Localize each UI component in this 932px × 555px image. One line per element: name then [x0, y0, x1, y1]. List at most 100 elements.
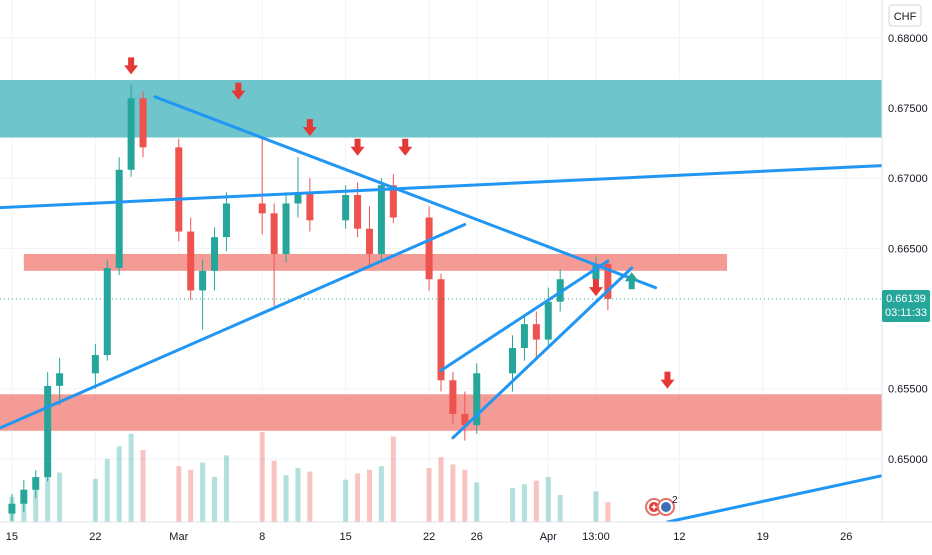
volume-bar [378, 466, 384, 522]
volume-bar [355, 473, 361, 522]
candle-body [306, 192, 314, 221]
currency-label: CHF [894, 11, 917, 23]
price-tick-label: 0.67000 [888, 173, 928, 185]
candle-body [91, 355, 99, 374]
trendline [153, 95, 658, 290]
volume-bar [212, 477, 218, 522]
current-price-value: 0.66139 [886, 293, 926, 305]
candle-body [425, 217, 433, 280]
current-price-tag: 0.66139 03:11:33 [882, 290, 930, 323]
candle-body [473, 373, 481, 426]
volume-bar [438, 457, 444, 522]
resistance-zone [0, 79, 882, 138]
candle-body [139, 98, 147, 148]
volume-bar [462, 469, 468, 522]
candle-body [56, 373, 64, 386]
arrow-down-icon [660, 371, 675, 389]
volume-bar [366, 469, 372, 522]
candle-body [175, 147, 183, 232]
time-tick-label: 12 [673, 531, 685, 543]
bar-countdown: 03:11:33 [885, 307, 927, 319]
volume-bar [474, 482, 480, 522]
volume-bar [271, 460, 277, 522]
trendline [665, 474, 884, 524]
current-price-tag-bg [882, 290, 930, 323]
volume-bar [533, 480, 539, 522]
time-tick-label: 26 [471, 531, 483, 543]
candles [8, 84, 612, 521]
volume-bar [92, 478, 98, 522]
candle-body [520, 324, 528, 348]
trendlines [0, 95, 884, 524]
time-tick-label: 13:00 [582, 531, 610, 543]
volume-bar [521, 484, 527, 522]
candle-body [32, 477, 40, 490]
candle-body [461, 413, 469, 426]
price-tick-labels: 0.68000 0.67500 0.67000 0.66500 0.65500 0.650… [888, 33, 928, 466]
time-tick-label: Apr [540, 531, 557, 543]
volume-bar [33, 486, 39, 522]
candle-body [556, 279, 564, 302]
candle-body [449, 380, 457, 414]
arrow-up-icon [624, 272, 639, 290]
volume-bar [450, 464, 456, 522]
time-tick-label: 22 [423, 531, 435, 543]
trendline [439, 259, 610, 372]
price-scale[interactable]: CHF 0.680000.675000.670000.665000.655000… [881, 0, 932, 522]
candle-body [222, 203, 230, 238]
event-flag-fill [661, 502, 671, 512]
volume-bar [104, 459, 110, 522]
time-scale[interactable]: 15 22 Mar 8 15 22 26 Apr 13:00 12 19 26 [0, 521, 932, 550]
volume-bar [116, 446, 122, 522]
time-tick-labels: 15 22 Mar 8 15 22 26 Apr 13:00 12 19 26 [6, 531, 853, 543]
trendline [451, 266, 634, 440]
event-count-badge: 2 [672, 495, 678, 506]
time-scale-bg [0, 522, 932, 550]
price-tick-label: 0.65000 [888, 454, 928, 466]
arrow-down-icon [302, 119, 317, 137]
candle-body [592, 263, 600, 280]
volume-bar [593, 491, 599, 522]
volume-bar [307, 471, 313, 522]
candle-body [270, 213, 278, 254]
support-zone [0, 394, 882, 431]
arrow-down-icon [231, 82, 246, 100]
candle-body [544, 301, 552, 340]
volume-bar [176, 466, 182, 522]
price-tick-label: 0.67500 [888, 103, 928, 115]
volume-bar [259, 432, 265, 522]
event-icons[interactable]: 2 [645, 495, 678, 516]
trendline [0, 223, 467, 430]
time-tick-label: 15 [6, 531, 18, 543]
time-tick-label: 22 [89, 531, 101, 543]
swiss-cross-icon [651, 504, 657, 510]
volume-bar [557, 495, 563, 522]
candle-body [127, 98, 135, 170]
candle-body [509, 348, 517, 374]
volume-bar [426, 468, 432, 522]
candle-body [437, 279, 445, 381]
price-tick-label: 0.65500 [888, 384, 928, 396]
arrow-down-icon [350, 138, 365, 156]
candle-body [282, 203, 290, 254]
candle-body [115, 169, 123, 269]
currency-box[interactable] [888, 4, 922, 27]
candle-body [20, 489, 28, 504]
arrow-down-icon [398, 138, 413, 156]
candle-body [532, 324, 540, 340]
volume-bar [200, 462, 206, 522]
markers [124, 57, 675, 389]
time-tick-label: 15 [340, 531, 352, 543]
candle-body [187, 231, 195, 291]
candle-body [8, 503, 16, 514]
candle-body [342, 195, 350, 221]
candle-body [44, 385, 52, 478]
volume-bar [223, 455, 229, 522]
volume-bar [343, 479, 349, 522]
candle-body [365, 228, 373, 254]
candle-body [389, 185, 397, 218]
volume-bar [295, 468, 301, 522]
price-tick-label: 0.66500 [888, 243, 928, 255]
